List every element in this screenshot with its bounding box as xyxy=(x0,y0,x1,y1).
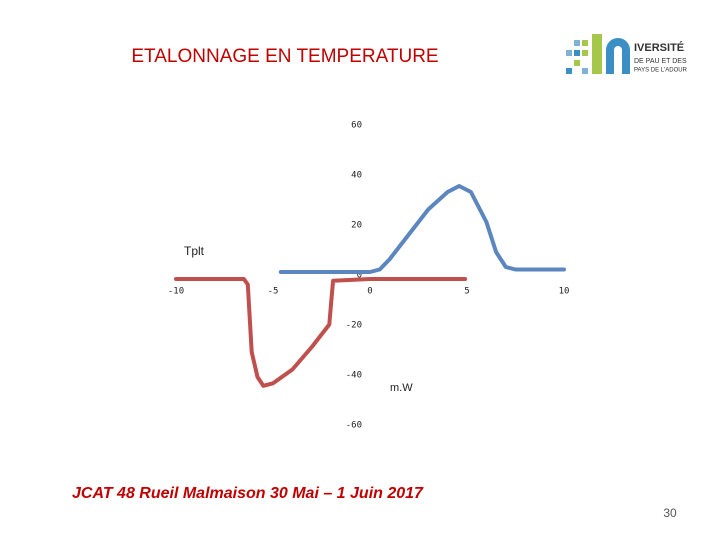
plot: -60 -40 -20 0 20 40 60 -10 -5 0 5 10 xyxy=(168,121,570,431)
y-tick-label: -20 xyxy=(346,321,362,331)
logo-text: DE PAU ET DES xyxy=(634,58,687,65)
x-tick-label: 10 xyxy=(559,287,570,297)
logo-square xyxy=(574,60,580,66)
logo-bar xyxy=(592,34,602,74)
logo-text: IVERSITÉ xyxy=(634,41,684,54)
x-tick-label: -5 xyxy=(268,287,279,297)
y-tick-label: -60 xyxy=(346,421,362,431)
logo-text: PAYS DE L'ADOUR xyxy=(634,68,688,74)
x-tick-label: 0 xyxy=(367,287,372,297)
logo-square xyxy=(582,68,588,74)
logo-u xyxy=(606,38,630,74)
logo-square xyxy=(566,50,572,56)
x-tick-label: -10 xyxy=(168,287,184,297)
logo-square xyxy=(582,40,588,46)
y-tick-label: 0 xyxy=(357,271,362,281)
slide-title: ETALONNAGE EN TEMPERATURE xyxy=(131,46,438,67)
footer: JCAT 48 Rueil Malmaison 30 Mai – 1 Juin … xyxy=(72,485,424,502)
logo-icon xyxy=(566,34,630,74)
y-tick-label: 20 xyxy=(351,221,362,231)
logo-square xyxy=(582,50,588,56)
page-number: 30 xyxy=(663,506,677,520)
y-tick-label: 60 xyxy=(351,121,362,131)
logo-square xyxy=(574,40,580,46)
x-tick-label: 5 xyxy=(464,287,469,297)
y-tick-label: -40 xyxy=(346,371,362,381)
x-axis-label: Tplt xyxy=(184,244,205,258)
y-tick-label: 40 xyxy=(351,171,362,181)
data-line xyxy=(174,277,468,388)
data-line xyxy=(278,184,566,274)
y-axis-label: m.W xyxy=(390,382,413,394)
logo-square xyxy=(566,68,572,74)
logo-square xyxy=(574,50,580,56)
